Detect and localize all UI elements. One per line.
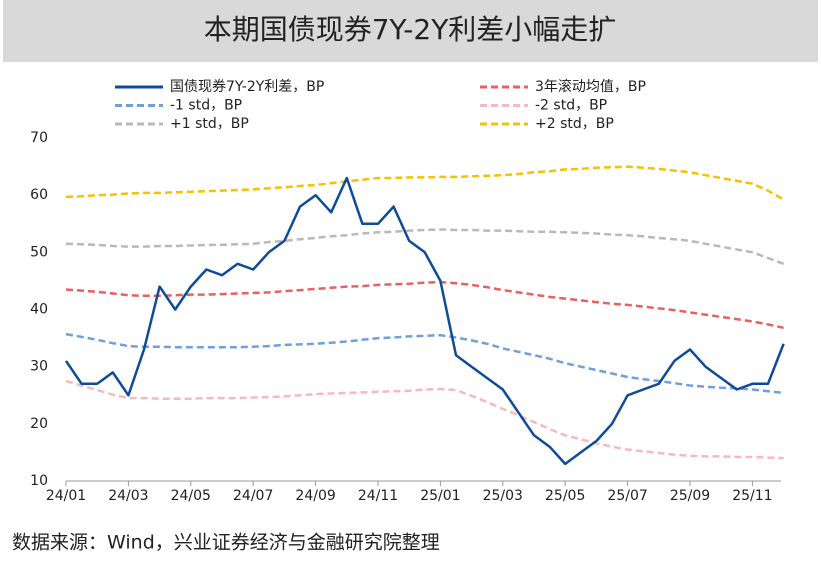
legend-label: +1 std，BP: [170, 116, 249, 132]
series-line: [65, 332, 784, 395]
x-tick-label: 25/05: [545, 488, 585, 504]
x-tick-label: 25/07: [607, 488, 647, 504]
x-tick-label: 25/03: [483, 488, 523, 504]
series-line: [64, 176, 785, 466]
x-tick-label: 24/07: [233, 488, 273, 504]
legend-label: 国债现券7Y-2Y利差，BP: [170, 79, 324, 95]
y-tick-label: 40: [30, 302, 48, 318]
y-tick-label: 60: [30, 187, 48, 203]
y-tick-label: 10: [30, 473, 48, 489]
series-line: [65, 379, 784, 460]
y-tick-label: 20: [30, 416, 48, 432]
series-line: [65, 280, 784, 330]
x-tick-label: 25/01: [420, 488, 460, 504]
legend-label: -2 std，BP: [535, 98, 607, 114]
legend-label: -1 std，BP: [170, 98, 242, 114]
series-line: [65, 165, 785, 201]
title-band: [3, 0, 818, 62]
legend-label: +2 std，BP: [535, 116, 614, 132]
x-tick-label: 24/05: [171, 488, 211, 504]
chart-title: 本期国债现券7Y-2Y利差小幅走扩: [204, 13, 617, 46]
x-tick-label: 24/11: [358, 488, 398, 504]
x-tick-label: 25/11: [732, 488, 772, 504]
x-tick-label: 24/09: [295, 488, 335, 504]
y-tick-label: 30: [30, 359, 48, 375]
series-line: [65, 228, 785, 265]
legend-label: 3年滚动均值，BP: [535, 78, 646, 95]
x-tick-label: 24/01: [46, 488, 86, 504]
source-note: 数据来源：Wind，兴业证券经济与金融研究院整理: [12, 532, 440, 554]
x-tick-label: 24/03: [108, 488, 148, 504]
x-tick-label: 25/09: [670, 488, 710, 504]
y-tick-label: 70: [30, 130, 48, 146]
y-tick-label: 50: [30, 244, 48, 260]
